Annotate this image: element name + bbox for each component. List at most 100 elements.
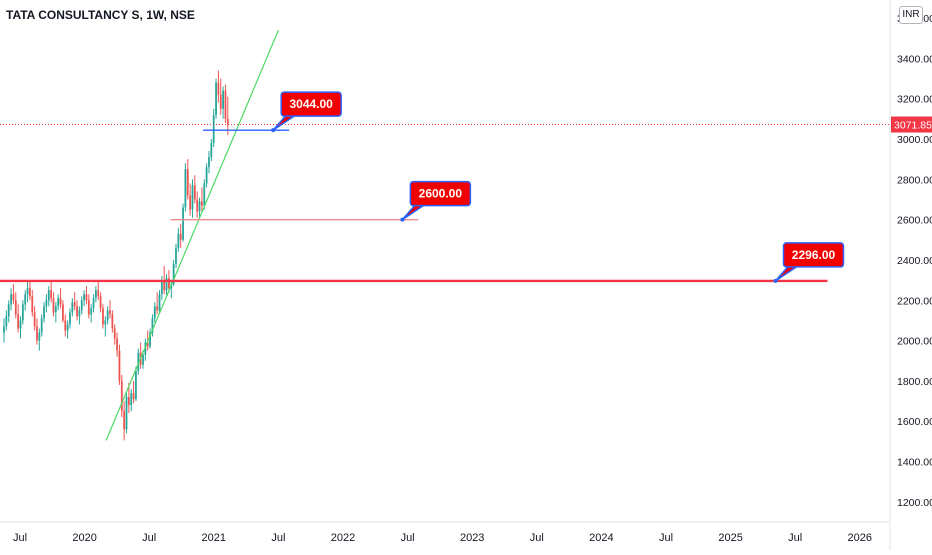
candle-body — [123, 411, 126, 430]
callout-anchor — [773, 278, 778, 283]
candle-body — [102, 308, 104, 325]
candle-body — [111, 314, 114, 329]
candle-body — [182, 207, 184, 240]
candle-body — [142, 354, 144, 365]
candle-body — [80, 300, 83, 311]
candle-body — [203, 183, 206, 206]
callout-box[interactable] — [782, 242, 845, 268]
time-axis[interactable]: Jul 2020 Jul 2021 Jul 2022 Jul 2023 Jul 2024 Jul 20… — [13, 532, 872, 544]
candle-body — [71, 302, 74, 313]
price-tick-label: 1400.00 — [897, 457, 932, 469]
candle-body — [116, 338, 118, 351]
last-price-label: 3071.85 — [894, 120, 932, 132]
candle-body — [127, 397, 130, 406]
candle-body — [78, 310, 81, 317]
candle-body — [168, 278, 170, 289]
candle-body — [191, 185, 194, 210]
time-tick-label: 2023 — [460, 532, 484, 544]
candle-body — [29, 288, 31, 297]
candle-body — [208, 157, 210, 168]
candle-body — [26, 288, 29, 295]
time-tick-label: Jul — [659, 532, 673, 544]
callout-label: 2600.00 — [419, 187, 463, 201]
candle-body — [135, 370, 137, 400]
candle-body — [149, 332, 151, 347]
candle-body — [69, 312, 71, 325]
currency-badge[interactable]: INR — [899, 6, 923, 24]
candle-body — [85, 294, 88, 301]
candle-body — [120, 380, 123, 412]
candle-body — [186, 169, 189, 196]
price-tick-label: 1200.00 — [897, 497, 932, 509]
price-tick-label: 1600.00 — [897, 416, 932, 428]
candle-body — [215, 82, 217, 115]
candle-body — [57, 298, 60, 307]
time-tick-label: 2025 — [718, 532, 742, 544]
candle-body — [165, 278, 168, 291]
candle-body — [212, 114, 215, 144]
price-tick-label: 2600.00 — [897, 215, 932, 227]
candle-body — [3, 326, 5, 333]
time-tick-label: Jul — [401, 532, 415, 544]
candle-body — [94, 290, 97, 299]
candle-body — [153, 306, 156, 319]
callout-box[interactable] — [409, 180, 472, 207]
callout-anchor — [400, 217, 405, 222]
candle-body — [50, 290, 53, 299]
price-tick-label: 2800.00 — [897, 174, 932, 186]
candle-body — [52, 298, 55, 313]
candle-body — [40, 318, 43, 333]
time-tick-label: Jul — [142, 532, 156, 544]
callout-box[interactable] — [280, 91, 342, 117]
candle-body — [175, 247, 177, 264]
candle-body — [45, 300, 48, 307]
price-axis[interactable]: 1200.00 1400.00 1600.00 1800.00 2000.00 2200.… — [891, 13, 932, 509]
candle-body — [160, 280, 163, 295]
callout-label: 3044.00 — [289, 97, 333, 111]
last-price-badge — [891, 116, 932, 133]
price-tick-label: 2000.00 — [897, 336, 932, 348]
candle-body — [87, 300, 90, 315]
candle-body — [146, 342, 149, 347]
price-tick-label: 3200.00 — [897, 94, 932, 106]
time-tick-label: 2022 — [331, 532, 355, 544]
candle-body — [92, 298, 95, 309]
candle-body — [222, 90, 225, 109]
candle-body — [205, 167, 208, 184]
candle-body — [43, 306, 45, 319]
time-tick-label: Jul — [271, 532, 285, 544]
candle-body — [38, 332, 41, 341]
candle-body — [132, 392, 135, 400]
candle-body — [177, 233, 180, 248]
candle-body — [10, 294, 12, 305]
candle-body — [7, 304, 10, 317]
symbol-title: TATA CONSULTANCY S, 1W, NSE — [6, 8, 195, 22]
candle-body — [66, 324, 69, 331]
candle-body — [226, 118, 229, 125]
candle-body — [99, 296, 102, 309]
trend-line[interactable] — [105, 29, 279, 441]
drawings-layer[interactable]: 3044.00 2600.00 2296.00 — [0, 29, 890, 441]
candle-body — [201, 201, 203, 206]
price-tick-label: 3000.00 — [897, 134, 932, 146]
candle-body — [64, 320, 67, 331]
time-tick-label: Jul — [530, 532, 544, 544]
candle-body — [33, 312, 36, 327]
candle-body — [17, 314, 20, 329]
candle-body — [198, 201, 201, 212]
candle-body — [210, 143, 213, 158]
candle-body — [59, 298, 62, 305]
candle-body — [156, 306, 159, 311]
candle-body — [113, 328, 116, 339]
candles-layer — [3, 70, 229, 441]
time-tick-label: 2024 — [589, 532, 613, 544]
time-tick-label: Jul — [13, 532, 27, 544]
candle-body — [125, 397, 128, 430]
time-tick-label: 2026 — [848, 532, 872, 544]
candle-body — [189, 195, 192, 210]
callout-anchor — [271, 128, 276, 133]
candle-body — [31, 296, 34, 313]
candle-body — [19, 320, 22, 329]
